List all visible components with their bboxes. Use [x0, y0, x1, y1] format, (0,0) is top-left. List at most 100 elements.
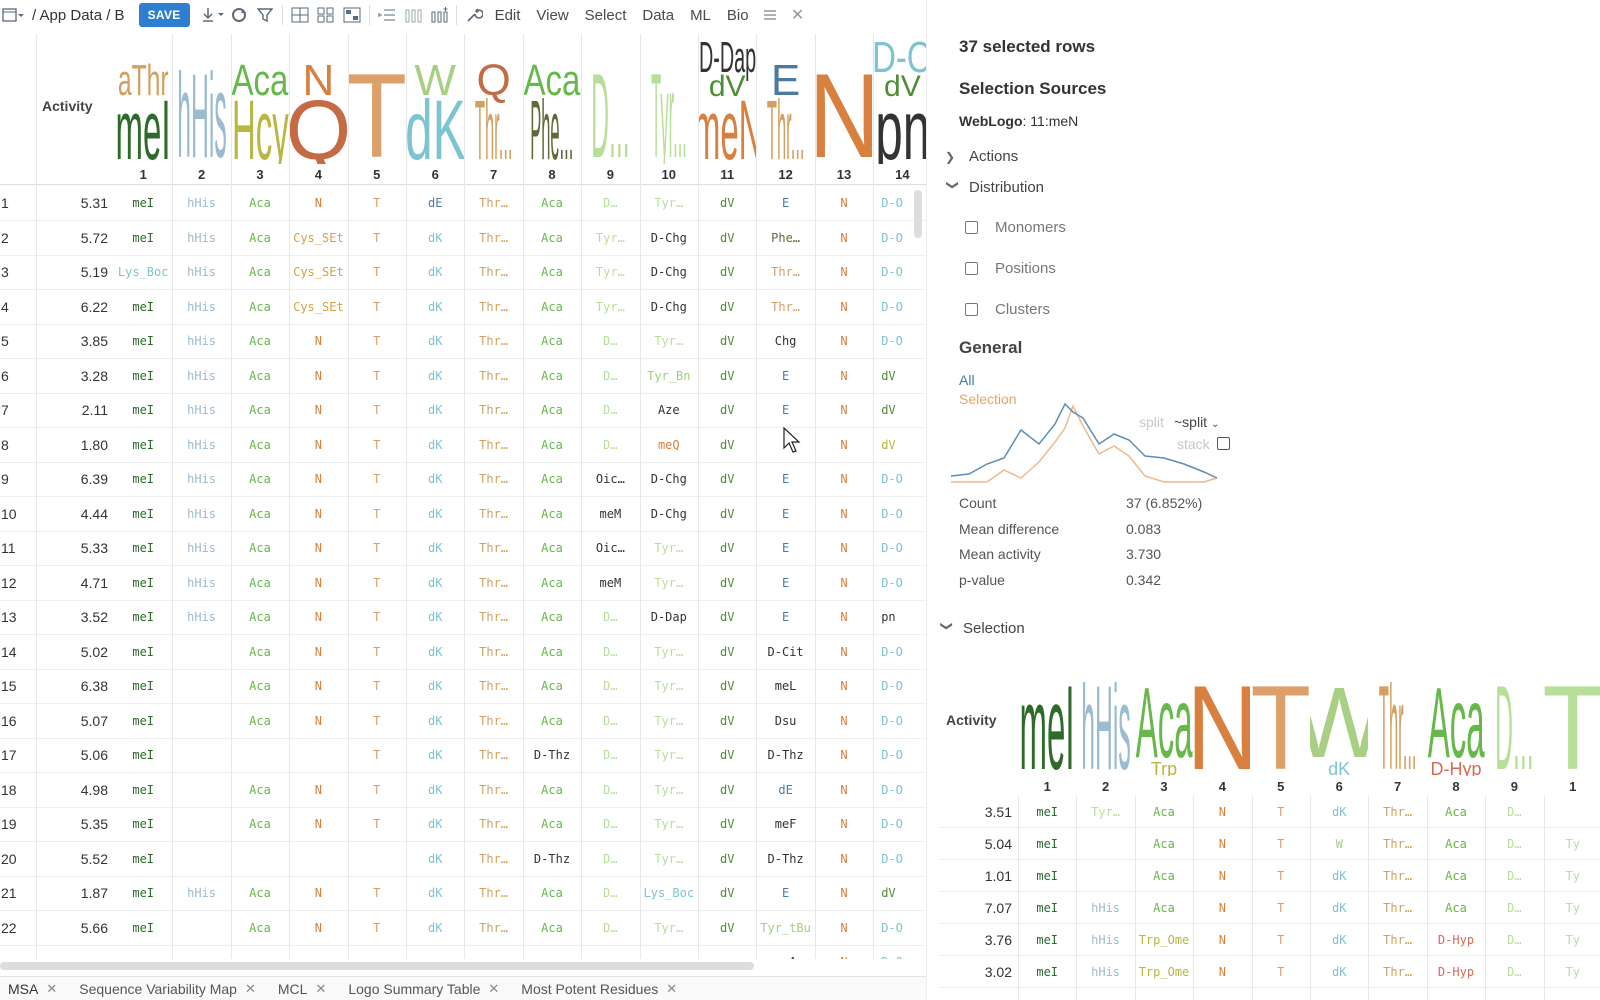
activity-distribution-chart[interactable]: [949, 398, 1219, 490]
menu-edit[interactable]: Edit: [494, 6, 521, 24]
view-switcher-icon[interactable]: [0, 1, 26, 29]
accordion-actions[interactable]: ❯ Actions: [945, 148, 1018, 165]
menu-data[interactable]: Data: [642, 6, 675, 24]
checkbox-box[interactable]: [965, 221, 978, 234]
logo-column-7[interactable]: Q Thr...: [464, 34, 522, 164]
logo-column-11[interactable]: D-DapdVmeN: [698, 34, 756, 164]
logo-column-2[interactable]: hHis: [1076, 648, 1134, 776]
refresh-icon[interactable]: [226, 1, 252, 29]
table-row[interactable]: 20 5.52 meI dK Thr… D-Thz D… Tyr… dV D-Thz N D-O: [0, 842, 926, 877]
table-row[interactable]: 5.04 meI Aca N T W Thr… Aca D… Ty: [938, 828, 1600, 860]
legend-selection[interactable]: Selection: [959, 391, 1017, 407]
tab-mcl[interactable]: MCL ✕: [270, 981, 334, 997]
logo-column-5[interactable]: T: [348, 34, 406, 164]
logo-column-9[interactable]: D...: [581, 34, 639, 164]
logo-column-12[interactable]: E Thr...: [756, 34, 814, 164]
activity-column-header[interactable]: Activity: [42, 98, 93, 114]
menu-bio[interactable]: Bio: [726, 6, 749, 24]
logo-column-3[interactable]: Aca Hcy: [231, 34, 289, 164]
tab-logo-summary-table[interactable]: Logo Summary Table ✕: [340, 981, 507, 997]
filter-icon[interactable]: [252, 1, 278, 29]
close-tab-icon[interactable]: ✕: [315, 980, 327, 996]
selection-activity-header[interactable]: Activity: [946, 712, 997, 728]
menu-select[interactable]: Select: [584, 6, 627, 24]
split-dropdown[interactable]: ~split ⌄: [1174, 414, 1219, 430]
selection-grid[interactable]: Activity meI1hHis2AcaTrp3N4T5WdK6Thr...7…: [938, 648, 1600, 1000]
close-tab-icon[interactable]: ✕: [46, 980, 58, 996]
logo-column-13[interactable]: N: [815, 34, 873, 164]
legend-all[interactable]: All: [959, 372, 975, 388]
logo-column-14[interactable]: D-OdVpn: [873, 34, 926, 164]
checkbox-positions[interactable]: Positions: [965, 260, 1056, 277]
hamburger-menu-icon[interactable]: [757, 1, 783, 29]
tab-msa[interactable]: MSA ✕: [0, 981, 65, 997]
checkbox-monomers[interactable]: Monomers: [965, 219, 1066, 236]
menu-ml[interactable]: ML: [690, 6, 711, 24]
close-tab-icon[interactable]: ✕: [666, 980, 678, 996]
logo-column-3[interactable]: Aca Trp: [1135, 648, 1193, 776]
logo-column-2[interactable]: hHis: [172, 34, 230, 164]
close-icon[interactable]: ✕: [790, 7, 805, 24]
add-columns-icon[interactable]: [426, 1, 452, 29]
menu-view[interactable]: View: [536, 6, 569, 24]
logo-column-6[interactable]: WdK: [1310, 648, 1368, 776]
close-tab-icon[interactable]: ✕: [244, 980, 256, 996]
horizontal-scrollbar[interactable]: [0, 962, 754, 970]
logo-column-1[interactable]: aThr meI: [114, 34, 172, 164]
tab-sequence-variability-map[interactable]: Sequence Variability Map ✕: [71, 981, 264, 997]
checkbox-clusters[interactable]: Clusters: [965, 301, 1050, 318]
logo-column-4[interactable]: N: [1193, 648, 1251, 776]
grid-layout-2-icon[interactable]: [313, 1, 339, 29]
accordion-distribution[interactable]: ❯ Distribution: [945, 179, 1044, 196]
add-rows-icon[interactable]: [374, 1, 400, 29]
checkbox-box[interactable]: [965, 303, 978, 316]
logo-column-9[interactable]: D...: [1485, 648, 1543, 776]
logo-column-10[interactable]: T: [1544, 648, 1600, 776]
grid-layout-1-icon[interactable]: [287, 1, 313, 29]
wrench-icon[interactable]: [461, 1, 487, 29]
download-icon[interactable]: [200, 1, 226, 29]
accordion-selection[interactable]: ❯ Selection: [939, 620, 1025, 637]
logo-column-7[interactable]: Thr...: [1368, 648, 1426, 776]
logo-column-8[interactable]: Aca D-Hyp: [1427, 648, 1485, 776]
breadcrumb[interactable]: / App Data / B: [32, 6, 125, 24]
grid-layout-3-icon[interactable]: [339, 1, 365, 29]
remove-columns-icon[interactable]: [400, 1, 426, 29]
logo-column-1[interactable]: meI: [1018, 648, 1076, 776]
logo-column-5[interactable]: T: [1252, 648, 1310, 776]
logo-column-10[interactable]: Tyr...: [640, 34, 698, 164]
close-tab-icon[interactable]: ✕: [488, 980, 500, 996]
table-row[interactable]: pnAND-O: [0, 945, 926, 959]
tab-most-potent-residues[interactable]: Most Potent Residues ✕: [513, 981, 685, 997]
logo-column-8[interactable]: Aca Phe...: [523, 34, 581, 164]
save-button[interactable]: SAVE: [138, 3, 190, 27]
checkbox-box[interactable]: [965, 262, 978, 275]
stack-checkbox[interactable]: [1217, 437, 1230, 450]
